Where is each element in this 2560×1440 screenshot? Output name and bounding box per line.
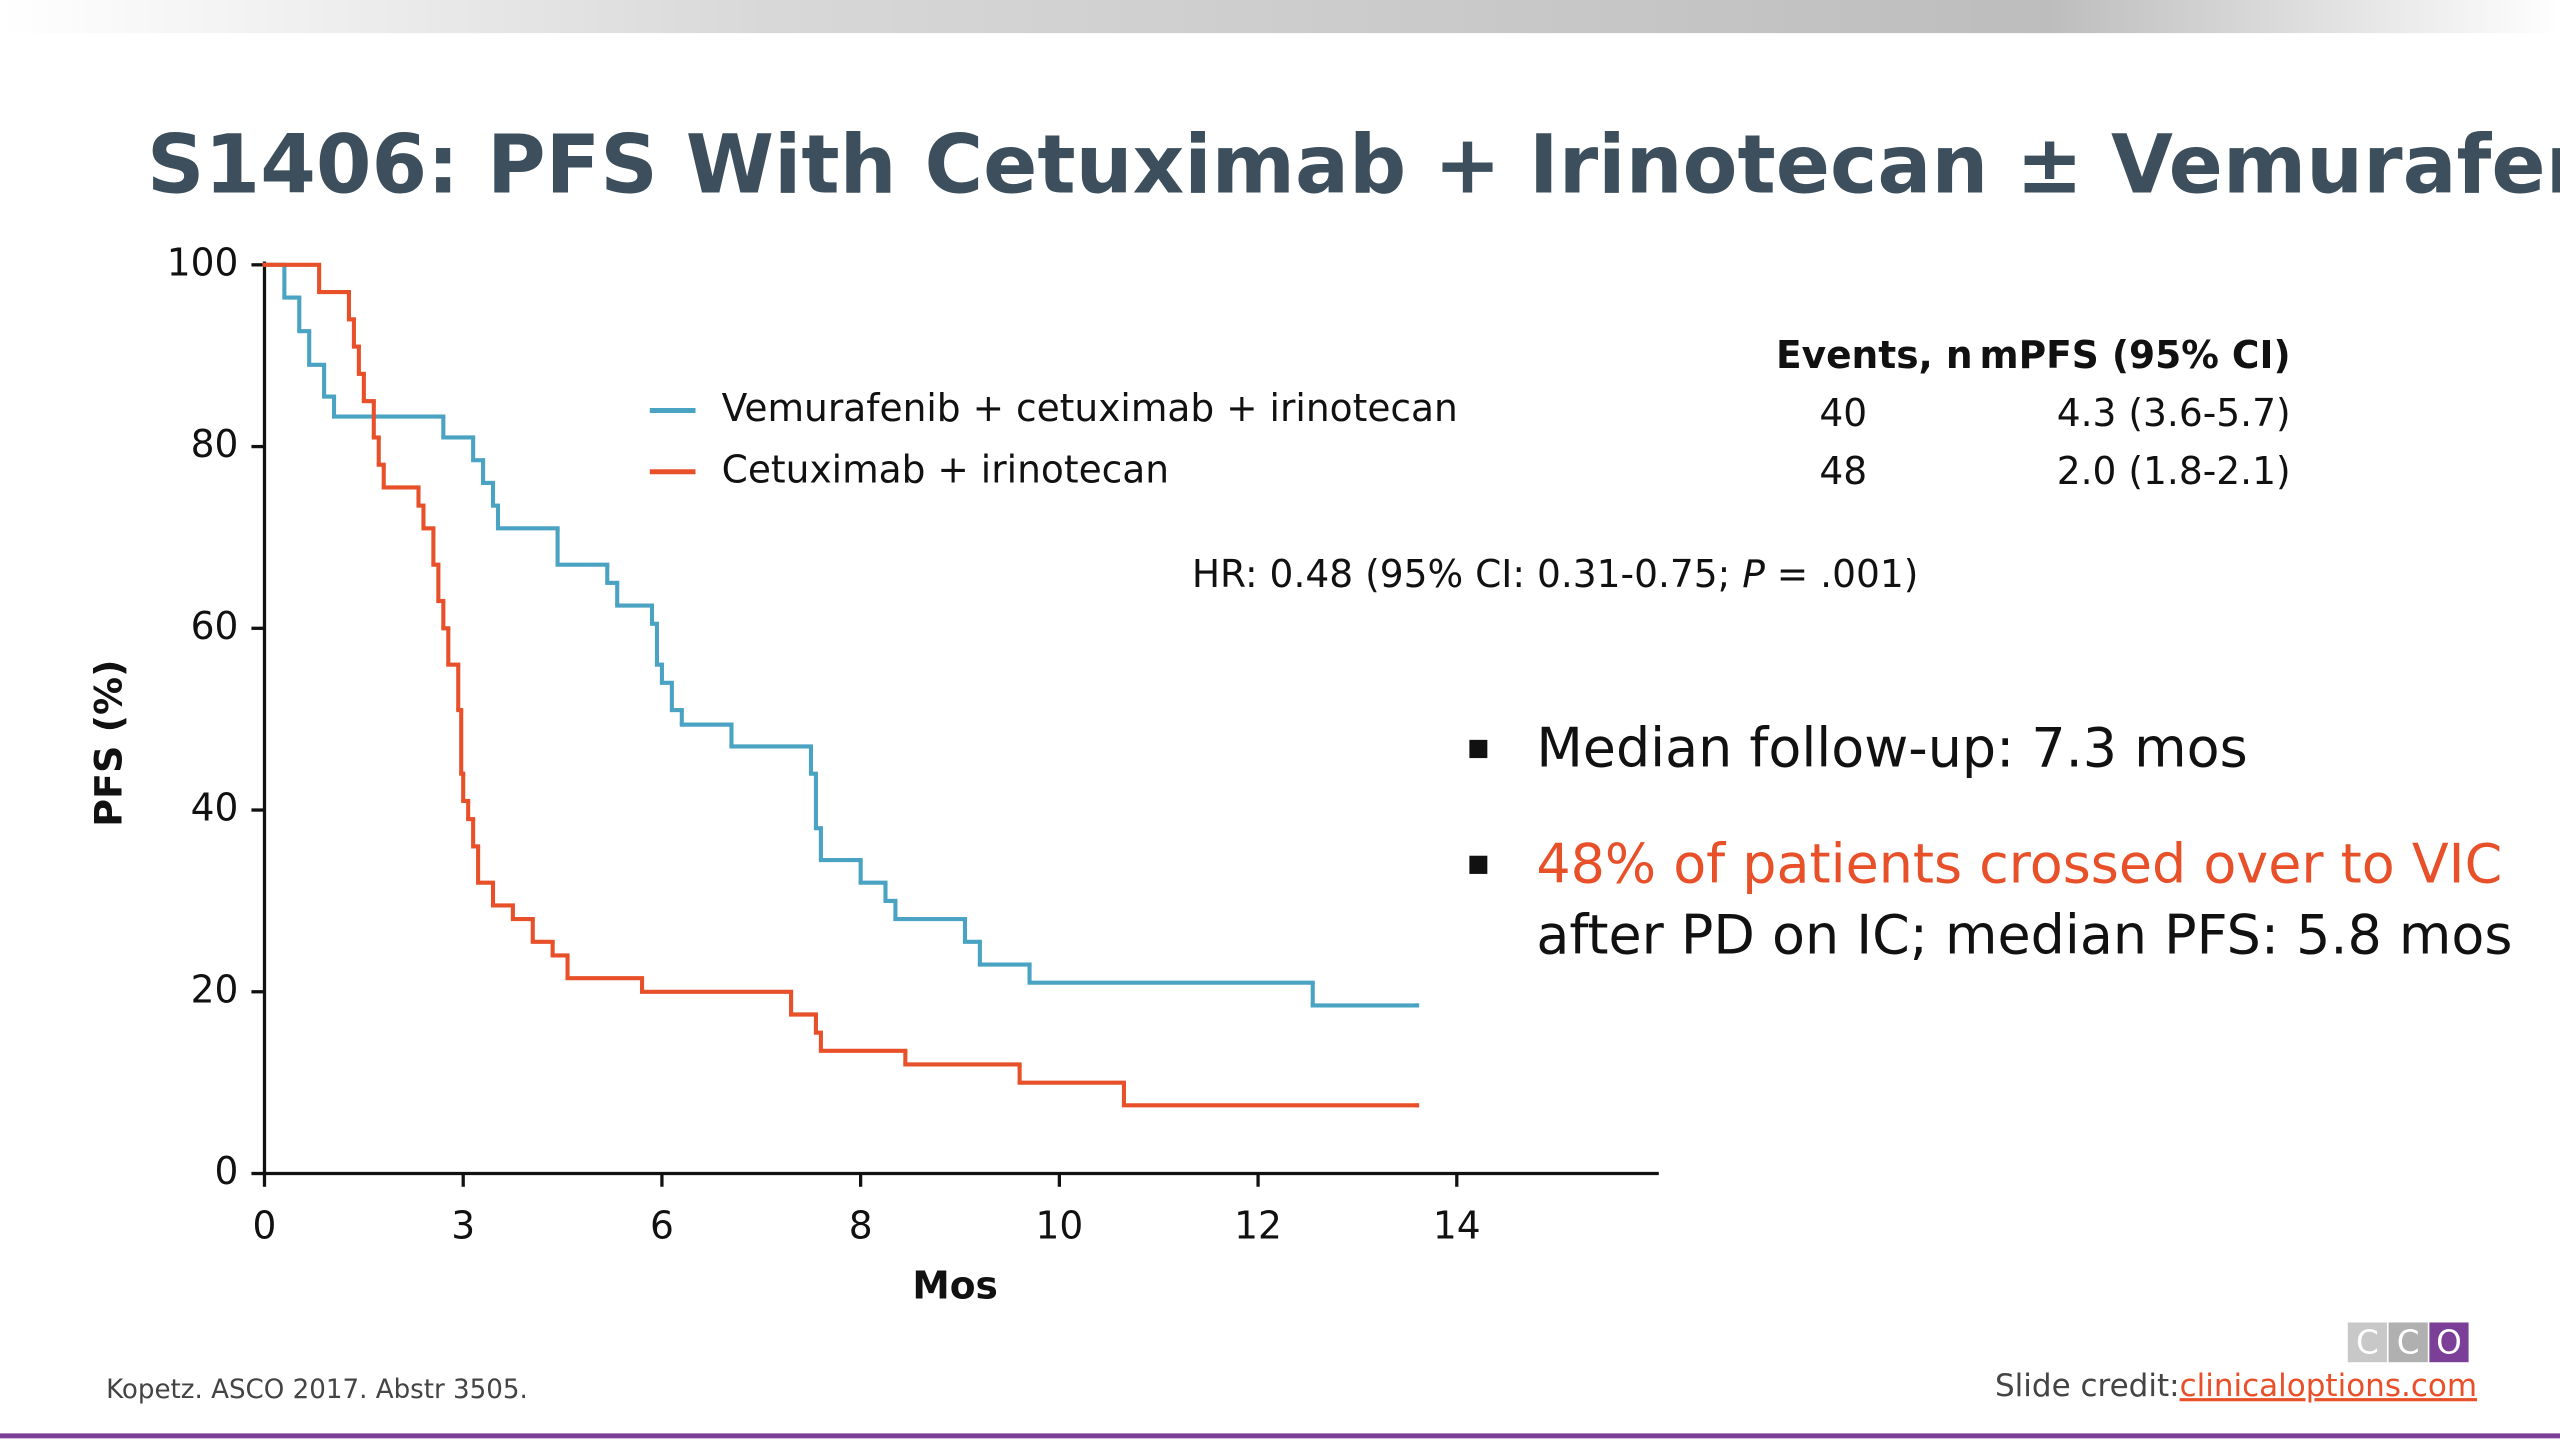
table-cell: 48 [1819,449,1867,493]
credit-link[interactable]: clinicaloptions.com [2180,1368,2477,1404]
x-axis-label: Mos [912,1263,997,1307]
x-tick-label: 14 [1433,1203,1481,1247]
bullet-text: after PD on IC; median PFS: 5.8 mos [1536,903,2512,966]
x-tick-label: 0 [253,1203,277,1247]
slide-credit: Slide credit: [1995,1368,2180,1404]
x-tick-label: 10 [1035,1203,1083,1247]
y-axis-label: PFS (%) [87,659,131,826]
table-cell: 40 [1819,391,1867,435]
logo-letter: C [2397,1322,2420,1361]
legend-label: Vemurafenib + cetuximab + irinotecan [722,386,1458,430]
y-tick-label: 0 [214,1149,238,1193]
bullet-marker [1469,855,1488,874]
hr-text: HR: 0.48 (95% CI: 0.31-0.75; [1192,551,1742,595]
logo-letter: O [2436,1322,2462,1361]
table-cell: 2.0 (1.8-2.1) [2057,449,2291,493]
hr-p: P [1742,551,1765,595]
logo-box [2347,1322,2387,1363]
y-tick-label: 80 [191,422,239,466]
bullet-highlight: 48% of patients crossed over to VIC [1536,832,2502,895]
top-bar [0,0,2560,34]
table-cell: 4.3 (3.6-5.7) [2057,391,2291,435]
logo-letter: C [2356,1322,2379,1361]
y-tick-label: 100 [167,240,239,284]
x-tick-label: 8 [849,1203,873,1247]
logo-box [2388,1322,2428,1363]
legend-label: Cetuximab + irinotecan [722,447,1169,491]
y-tick-label: 60 [191,604,239,648]
hr-text: = .001) [1765,551,1919,595]
y-tick-label: 20 [191,967,239,1011]
bullet-text: Median follow-up: 7.3 mos [1536,716,2247,779]
hazard-ratio: HR: 0.48 (95% CI: 0.31-0.75; P = .001) [1192,551,1919,595]
reference: Kopetz. ASCO 2017. Abstr 3505. [106,1375,528,1405]
table-header: mPFS (95% CI) [1979,333,2290,377]
x-tick-label: 3 [451,1203,475,1247]
bullet-marker [1469,739,1488,759]
table-header: Events, n [1776,333,1973,377]
x-tick-label: 12 [1234,1203,1282,1247]
logo-box [2429,1322,2469,1363]
y-tick-label: 40 [191,785,239,829]
x-tick-label: 6 [650,1203,674,1247]
bottom-rule [0,1433,2560,1439]
slide-title: S1406: PFS With Cetuximab + Irinotecan ±… [147,117,2560,212]
